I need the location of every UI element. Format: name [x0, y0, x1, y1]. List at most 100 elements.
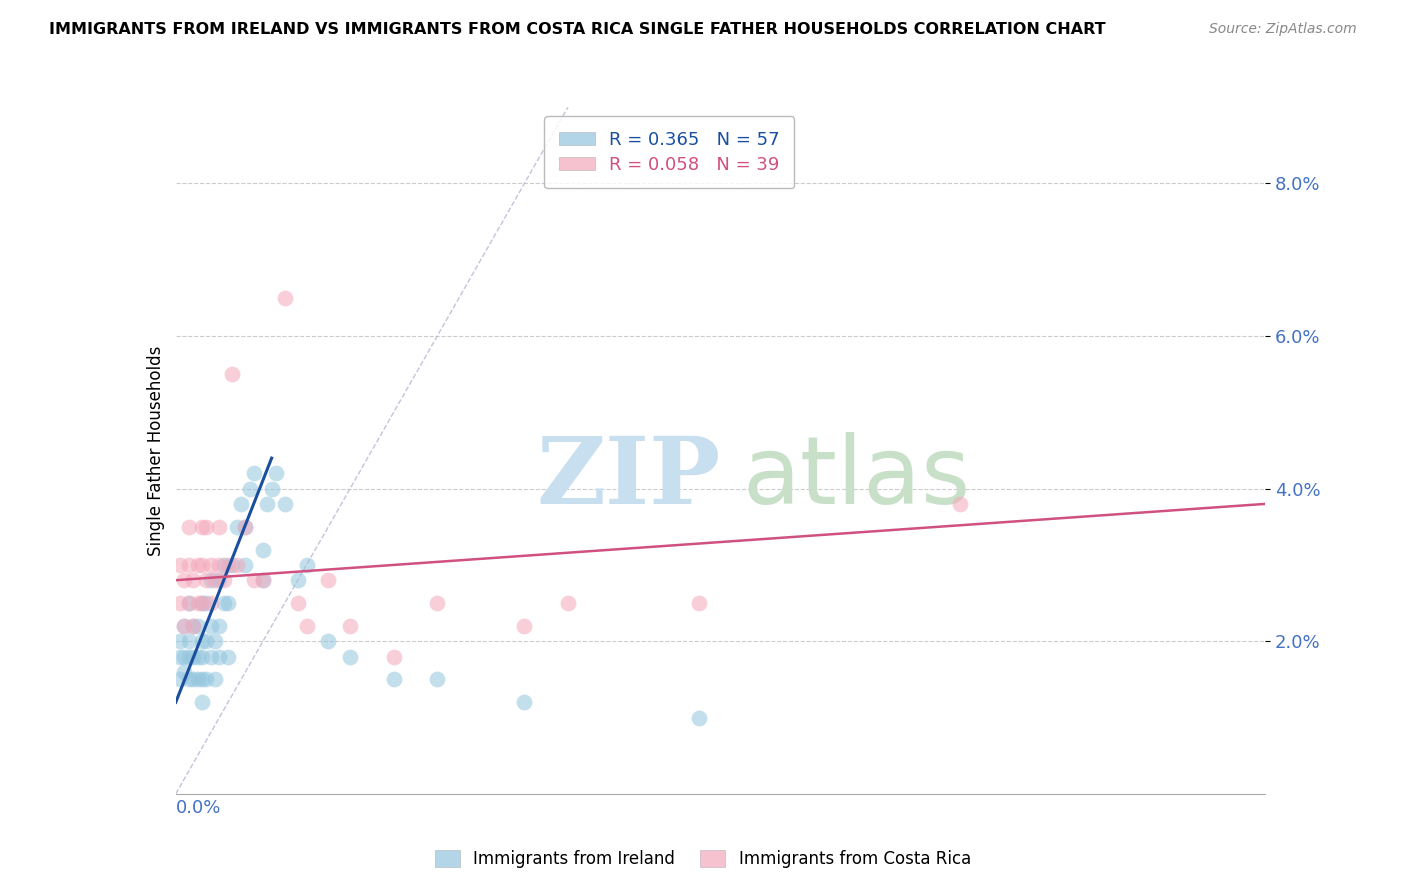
Point: [173, 573, 195, 587]
Point: [186, 649, 209, 664]
Point: [217, 558, 239, 572]
Point: [200, 596, 222, 610]
Point: [186, 558, 209, 572]
Point: [186, 596, 209, 610]
Point: [191, 695, 214, 709]
Point: [177, 634, 200, 648]
Point: [177, 520, 200, 534]
Point: [195, 573, 218, 587]
Point: [204, 573, 226, 587]
Point: [208, 520, 231, 534]
Point: [208, 573, 231, 587]
Point: [195, 634, 218, 648]
Point: [200, 619, 222, 633]
Text: Source: ZipAtlas.com: Source: ZipAtlas.com: [1209, 22, 1357, 37]
Point: [513, 695, 536, 709]
Point: [221, 558, 243, 572]
Point: [339, 649, 361, 664]
Point: [339, 619, 361, 633]
Point: [169, 649, 191, 664]
Point: [191, 596, 214, 610]
Point: [252, 573, 274, 587]
Point: [295, 558, 318, 572]
Point: [181, 619, 204, 633]
Point: [217, 596, 239, 610]
Point: [557, 596, 579, 610]
Point: [235, 520, 257, 534]
Point: [200, 573, 222, 587]
Point: [186, 673, 209, 687]
Point: [186, 619, 209, 633]
Point: [382, 673, 405, 687]
Point: [382, 649, 405, 664]
Point: [287, 573, 309, 587]
Point: [173, 665, 195, 679]
Point: [212, 596, 235, 610]
Point: [169, 634, 191, 648]
Point: [208, 649, 231, 664]
Text: 0.0%: 0.0%: [176, 798, 221, 817]
Point: [177, 558, 200, 572]
Point: [688, 596, 710, 610]
Text: ZIP: ZIP: [536, 433, 721, 523]
Point: [204, 673, 226, 687]
Point: [274, 291, 297, 305]
Legend: R = 0.365   N = 57, R = 0.058   N = 39: R = 0.365 N = 57, R = 0.058 N = 39: [544, 116, 794, 188]
Point: [191, 634, 214, 648]
Point: [169, 673, 191, 687]
Point: [243, 573, 266, 587]
Point: [252, 573, 274, 587]
Point: [195, 520, 218, 534]
Point: [177, 596, 200, 610]
Point: [191, 558, 214, 572]
Point: [949, 497, 972, 511]
Point: [260, 482, 283, 496]
Point: [181, 619, 204, 633]
Point: [318, 573, 340, 587]
Point: [513, 619, 536, 633]
Point: [426, 596, 449, 610]
Point: [225, 520, 247, 534]
Point: [264, 467, 287, 481]
Point: [235, 520, 257, 534]
Point: [295, 619, 318, 633]
Point: [239, 482, 262, 496]
Text: atlas: atlas: [742, 432, 970, 524]
Point: [252, 542, 274, 557]
Point: [200, 649, 222, 664]
Point: [173, 619, 195, 633]
Point: [208, 558, 231, 572]
Legend: Immigrants from Ireland, Immigrants from Costa Rica: Immigrants from Ireland, Immigrants from…: [429, 843, 977, 875]
Point: [274, 497, 297, 511]
Point: [212, 558, 235, 572]
Point: [173, 619, 195, 633]
Point: [191, 596, 214, 610]
Point: [177, 673, 200, 687]
Point: [231, 497, 253, 511]
Point: [181, 673, 204, 687]
Point: [426, 673, 449, 687]
Y-axis label: Single Father Households: Single Father Households: [146, 345, 165, 556]
Point: [287, 596, 309, 610]
Point: [217, 649, 239, 664]
Point: [221, 367, 243, 381]
Point: [177, 596, 200, 610]
Point: [204, 634, 226, 648]
Point: [256, 497, 278, 511]
Point: [318, 634, 340, 648]
Point: [195, 596, 218, 610]
Point: [200, 558, 222, 572]
Point: [181, 649, 204, 664]
Point: [191, 649, 214, 664]
Point: [173, 649, 195, 664]
Point: [225, 558, 247, 572]
Point: [177, 649, 200, 664]
Text: IMMIGRANTS FROM IRELAND VS IMMIGRANTS FROM COSTA RICA SINGLE FATHER HOUSEHOLDS C: IMMIGRANTS FROM IRELAND VS IMMIGRANTS FR…: [49, 22, 1107, 37]
Point: [169, 558, 191, 572]
Point: [191, 520, 214, 534]
Point: [235, 558, 257, 572]
Point: [208, 619, 231, 633]
Point: [195, 673, 218, 687]
Point: [243, 467, 266, 481]
Point: [169, 596, 191, 610]
